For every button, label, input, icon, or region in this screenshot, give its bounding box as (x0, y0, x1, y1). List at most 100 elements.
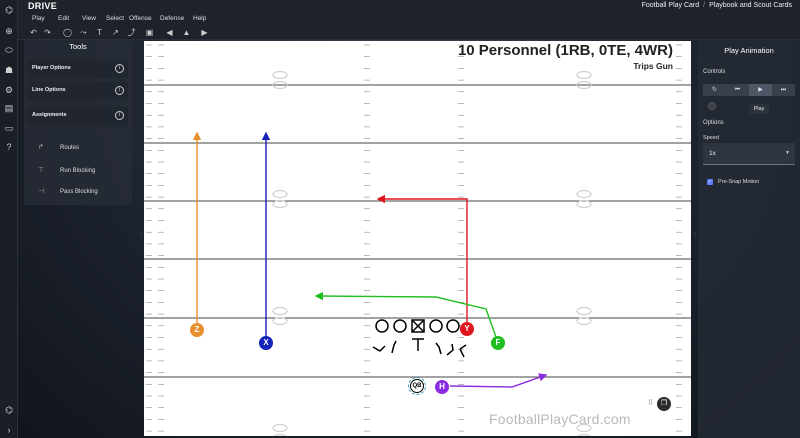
yard-number-oval (576, 306, 592, 316)
left-resize-handle[interactable]: ⋮ (138, 233, 144, 239)
skip-forward-icon[interactable]: ⏭ (780, 87, 787, 93)
card-icon[interactable]: ▭ (4, 123, 14, 133)
yard-number-oval (576, 70, 592, 80)
menu-help[interactable]: Help (193, 15, 207, 22)
arrow-icon[interactable]: ↗ (112, 28, 119, 37)
assignments-section[interactable]: Assignments i (28, 107, 128, 125)
route-f (314, 291, 497, 338)
player-z[interactable]: Z (190, 323, 204, 337)
yard-number-oval (272, 189, 288, 199)
yard-number-oval (272, 199, 288, 209)
field-drawing (144, 44, 691, 436)
yard-number-oval (272, 70, 288, 80)
save-icon[interactable]: ▣ (145, 28, 154, 37)
library-icon[interactable]: ▤ (4, 103, 14, 113)
offensive-line (372, 319, 467, 358)
route-tool-icon[interactable]: ⤳ (80, 28, 87, 37)
pre-snap-label: Pre-Snap Motion (718, 179, 760, 185)
menu-defense[interactable]: Defense (160, 15, 185, 22)
animation-controls: ↻ ⏮ ▶ ⏭ (703, 84, 795, 96)
line-options-label: Line Options (32, 87, 66, 93)
player-f[interactable]: F (491, 336, 505, 350)
lineman-rt (446, 319, 460, 333)
options-label: Options (703, 120, 724, 126)
left-rail: ⌬ ⊕ ⬭ ☗ ⚙ ▤ ▭ ? ⌬ › (0, 0, 18, 438)
flip-left-icon[interactable]: ◀ (166, 28, 173, 37)
routes-label: Routes (60, 145, 80, 151)
yard-number-oval (576, 199, 592, 209)
gear-icon[interactable]: ⚙ (4, 85, 14, 95)
player-x[interactable]: X (259, 336, 273, 350)
logo-icon[interactable]: ⌬ (5, 5, 13, 15)
assignment-run-blocking[interactable]: ⊤ Run Blocking (38, 166, 95, 174)
menu-edit[interactable]: Edit (58, 15, 70, 22)
skip-back-icon[interactable]: ⏮ (734, 87, 741, 93)
undo-icon[interactable]: ↶ (30, 28, 37, 37)
hash-marks (146, 44, 682, 432)
tools-title: Tools (69, 42, 87, 51)
yard-number-oval (272, 316, 288, 326)
run-block-icon: ⊤ (38, 167, 45, 174)
speed-select[interactable]: 1x ▼ (703, 143, 795, 165)
breadcrumb: Football Play Card / Playbook and Scout Ca… (641, 2, 792, 9)
menu-play[interactable]: Play (32, 15, 45, 22)
expand-icon[interactable]: › (7, 425, 11, 435)
pass-blocking-label: Pass Blocking (60, 189, 98, 195)
restart-icon[interactable]: ↻ (711, 87, 718, 93)
formation-name: Trips Gun (633, 61, 673, 71)
menu-bar: Play Edit View Select Offense Defense He… (18, 14, 800, 26)
drag-dots-icon[interactable]: ⠿ (648, 400, 654, 407)
menu-view[interactable]: View (82, 15, 96, 22)
assignment-routes[interactable]: ↱ Routes (38, 143, 79, 151)
yard-number-oval (576, 189, 592, 199)
info-icon[interactable]: i (115, 111, 124, 120)
notes-icon[interactable]: ❐ (657, 397, 671, 411)
progress-knob[interactable] (708, 102, 716, 110)
player-options-section[interactable]: Player Options i (28, 60, 128, 78)
play-title: 10 Personnel (1RB, 0TE, 4WR) (457, 42, 673, 59)
yard-number-oval (273, 433, 287, 436)
play-field[interactable]: Z X Y F H QB 10 Personnel (1RB, 0TE, 4WR) Tri… (144, 41, 691, 436)
title-bar: DRIVE Football Play Card / Playbook and Sc… (18, 0, 800, 14)
yard-number-oval (272, 80, 288, 90)
flip-right-icon[interactable]: ▲ (182, 28, 191, 37)
assignment-pass-blocking[interactable]: ⊣ Pass Blocking (38, 187, 98, 195)
watermark: FootballPlayCard.com (489, 411, 631, 427)
breadcrumb-site[interactable]: Football Play Card (641, 2, 700, 9)
info-icon[interactable]: i (115, 64, 124, 73)
play-icon[interactable]: ▶ (201, 28, 208, 37)
app-title: DRIVE (28, 1, 58, 11)
add-icon[interactable]: ⊕ (5, 26, 13, 36)
right-resize-handle[interactable]: ⋮ (692, 233, 698, 239)
lineman-lg (393, 319, 407, 333)
select-icon[interactable]: ◯ (63, 28, 72, 37)
help-icon[interactable]: ? (6, 142, 12, 152)
player-options-label: Player Options (32, 65, 71, 71)
player-y[interactable]: Y (460, 322, 474, 336)
route-y (376, 194, 468, 323)
play-button-icon[interactable]: ▶ (749, 84, 772, 96)
curve-icon[interactable]: ⤴ (127, 28, 136, 37)
yard-number-oval (576, 80, 592, 90)
football-icon[interactable]: ⬭ (5, 45, 13, 55)
lineman-lt (375, 319, 389, 333)
chevron-down-icon: ▼ (785, 150, 790, 156)
redo-icon[interactable]: ↷ (44, 28, 51, 37)
pre-snap-checkbox[interactable]: ✓ (707, 179, 713, 185)
line-options-section[interactable]: Line Options i (28, 82, 128, 100)
player-qb[interactable]: QB (408, 377, 426, 395)
assignments-label: Assignments (32, 112, 67, 118)
player-h[interactable]: H (435, 380, 449, 394)
info-icon[interactable]: i (115, 86, 124, 95)
menu-offense[interactable]: Offense (129, 15, 152, 22)
yard-number-oval (272, 306, 288, 316)
menu-select[interactable]: Select (106, 15, 125, 22)
breadcrumb-page[interactable]: Playbook and Scout Cards (709, 2, 792, 9)
route-icon: ↱ (38, 144, 44, 151)
text-icon[interactable]: T (97, 28, 102, 37)
yard-number-oval (272, 423, 288, 433)
tools-panel: Tools Player Options i Line Options i As… (24, 40, 132, 205)
play-animation-panel: Play Animation Controls ↻ ⏮ ▶ ⏭ Play Opt… (698, 40, 800, 438)
team-icon[interactable]: ☗ (4, 65, 14, 75)
yard-number-oval (577, 433, 591, 436)
